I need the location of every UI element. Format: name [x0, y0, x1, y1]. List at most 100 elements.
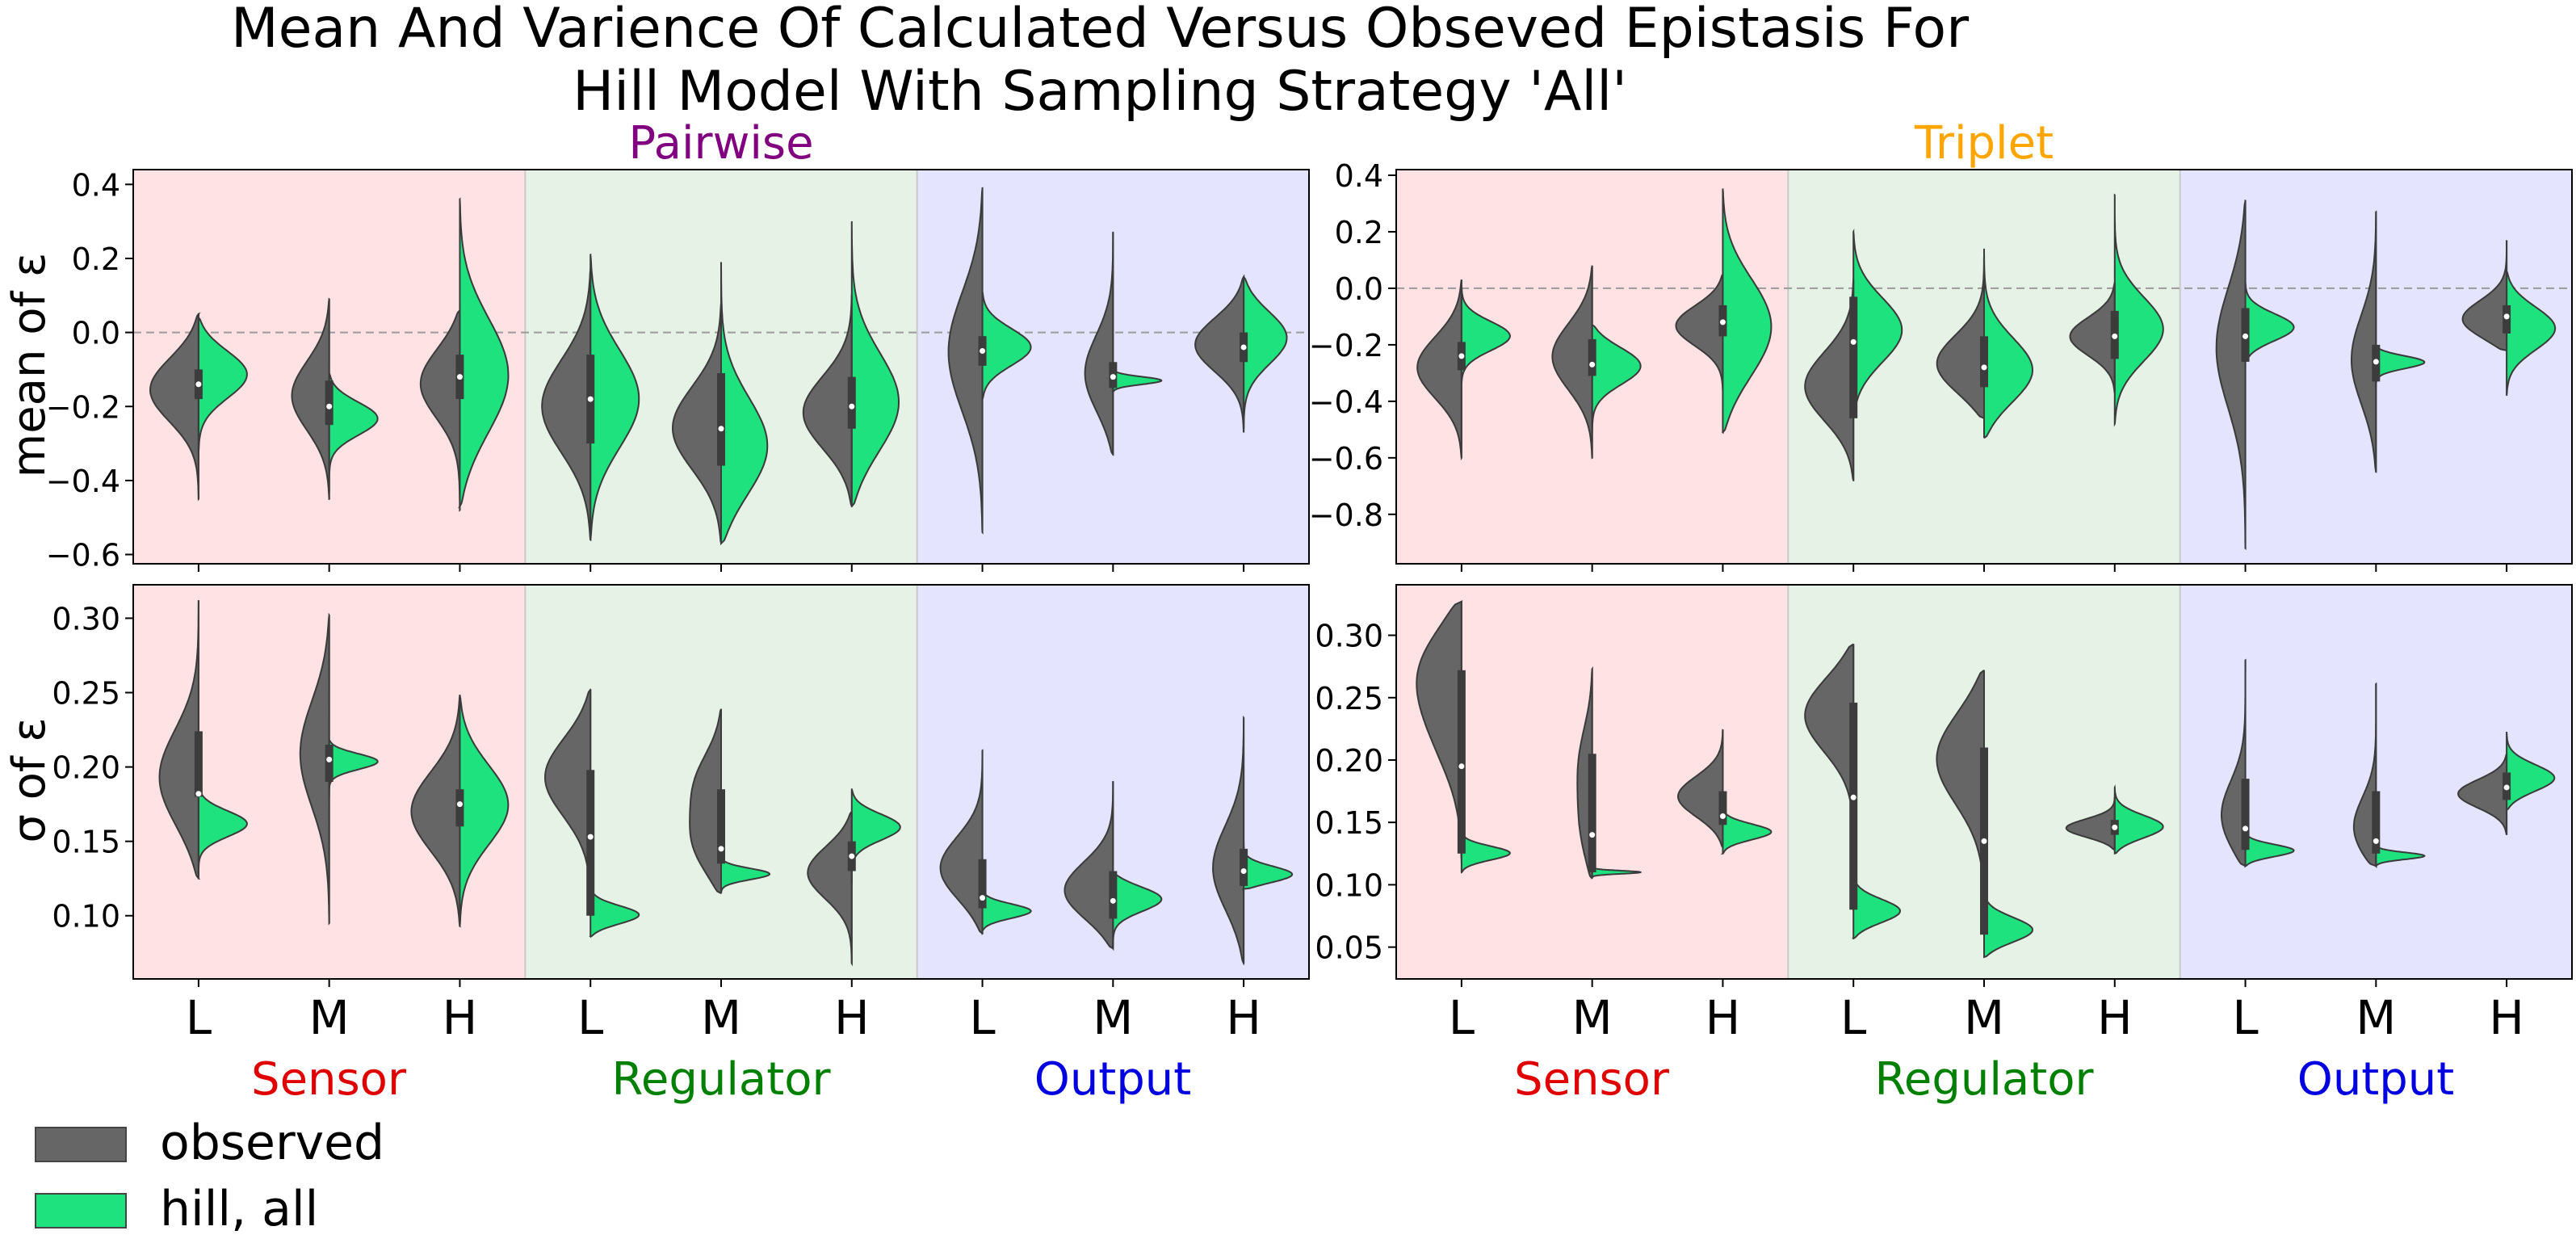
violin-h-2 [419, 197, 510, 512]
violin-half-observed [1676, 729, 1724, 849]
violin-iqr-box [1849, 296, 1858, 418]
y-tick-label: 0.30 [1315, 619, 1383, 654]
x-tick-label-l: L [969, 990, 995, 1045]
violin-iqr-box [2241, 779, 2250, 850]
panel-pairwise-sigma: 0.10 0.15 0.20 0.25 0.30 L M H L M H L M H [52, 584, 1310, 1045]
y-tick-label: 0.10 [1315, 867, 1383, 903]
y-tick-label: 0.20 [1315, 743, 1383, 779]
violin-half-observed [2457, 753, 2508, 835]
violin-median-dot [1981, 838, 1987, 844]
x-tick-label-h: H [2097, 990, 2133, 1045]
violin-median-dot [2112, 824, 2118, 830]
violin-l-6 [939, 749, 1032, 935]
violin-m-1 [291, 297, 379, 501]
violin-h-2 [1676, 729, 1773, 855]
row-label-sigma: σ of ε [3, 717, 56, 842]
violin-iqr-box [325, 380, 334, 426]
violin-half-hill [197, 781, 248, 875]
violin-half-hill [2244, 281, 2295, 363]
violin-median-dot [718, 846, 724, 852]
violin-median-dot [1110, 897, 1116, 904]
violin-m-7 [1084, 231, 1163, 457]
violin-half-observed [2215, 199, 2247, 551]
legend-swatch-hill [35, 1193, 127, 1228]
violin-h-5 [2069, 193, 2164, 425]
violin-median-dot [849, 853, 855, 859]
y-tick-label: 0.20 [52, 750, 120, 786]
x-tick-label-l: L [1449, 990, 1475, 1045]
violin-iqr-box [978, 859, 987, 909]
violin-median-dot [1458, 763, 1465, 770]
x-tick-label-l: L [577, 990, 603, 1045]
violin-median-dot [2242, 825, 2249, 832]
violin-median-dot [2242, 333, 2249, 339]
y-tick-label: 0.4 [72, 167, 120, 203]
violin-half-hill [1721, 188, 1773, 435]
violin-iqr-box [586, 770, 595, 916]
violin-half-hill [981, 290, 1032, 401]
y-tick-label: 0.2 [1335, 215, 1383, 250]
group-label-regulator-triplet: Regulator [1874, 1053, 2094, 1106]
violin-median-dot [1240, 867, 1247, 874]
violin-median-dot [1850, 338, 1856, 345]
violin-iqr-box [1849, 702, 1858, 910]
violin-l-6 [2221, 658, 2295, 868]
legend-swatch-observed [35, 1127, 127, 1162]
group-label-output-triplet: Output [2297, 1053, 2455, 1106]
violin-h-5 [2065, 787, 2164, 855]
x-tick-label-m: M [1093, 990, 1133, 1045]
violin-half-observed [1416, 279, 1462, 461]
violin-iqr-box [194, 731, 203, 797]
violin-median-dot [1110, 374, 1116, 380]
legend-label-hill: hill, all [160, 1181, 318, 1237]
violin-m-4 [1936, 248, 2034, 439]
violin-half-observed [1194, 274, 1245, 433]
violin-median-dot [849, 403, 855, 410]
y-tick-label: 0.0 [1335, 271, 1383, 307]
violin-median-dot [2373, 359, 2379, 365]
violin-half-observed [689, 708, 722, 894]
x-tick-label-h: H [1705, 990, 1741, 1045]
panel-pairwise-mean: −0.6 −0.4 −0.2 0.0 0.2 0.4 [46, 167, 1310, 573]
violin-m-7 [2352, 682, 2426, 869]
violin-half-observed [671, 302, 722, 544]
violin-l-3 [1804, 643, 1902, 940]
x-tick-label-m: M [1964, 990, 2004, 1045]
violin-iqr-box [1109, 871, 1118, 919]
violin-median-dot [1589, 361, 1596, 368]
violin-median-dot [980, 895, 986, 901]
violin-half-hill [2506, 271, 2557, 397]
x-tick-label-h: H [443, 990, 478, 1045]
violin-iqr-box [717, 373, 725, 466]
group-labels: Sensor Regulator Output Sensor Regulator… [251, 1053, 2454, 1106]
violin-half-observed [410, 694, 461, 928]
y-tick-label: 0.10 [52, 899, 120, 934]
figure-title-line-1: Mean And Varience Of Calculated Versus O… [231, 0, 1969, 61]
violin-l-6 [947, 187, 1032, 536]
violin-half-hill [1242, 274, 1288, 429]
x-tick-label-l: L [1840, 990, 1866, 1045]
violin-m-1 [1576, 666, 1642, 880]
column-title-pairwise: Pairwise [628, 117, 813, 170]
x-tick-label-l: L [186, 990, 212, 1045]
violin-iqr-box [1588, 754, 1596, 872]
x-tick-label-h: H [1226, 990, 1261, 1045]
violin-median-dot [456, 801, 463, 808]
violin-median-dot [1850, 794, 1856, 800]
violin-m-1 [299, 612, 379, 926]
y-tick-label: 0.30 [52, 601, 120, 636]
group-label-sensor-triplet: Sensor [1514, 1053, 1670, 1106]
x-tick-label-m: M [701, 990, 741, 1045]
violin-iqr-box [717, 789, 725, 864]
violin-half-observed [419, 309, 461, 512]
violin-median-dot [456, 374, 463, 380]
violin-half-observed [947, 187, 984, 536]
violin-median-dot [2503, 784, 2510, 791]
group-label-sensor-pairwise: Sensor [251, 1053, 407, 1106]
violin-h-5 [807, 788, 901, 964]
violin-half-hill [2113, 787, 2164, 855]
x-tick-label-m: M [1572, 990, 1613, 1045]
violin-median-dot [1240, 344, 1247, 351]
y-tick-label: −0.6 [1309, 441, 1383, 477]
